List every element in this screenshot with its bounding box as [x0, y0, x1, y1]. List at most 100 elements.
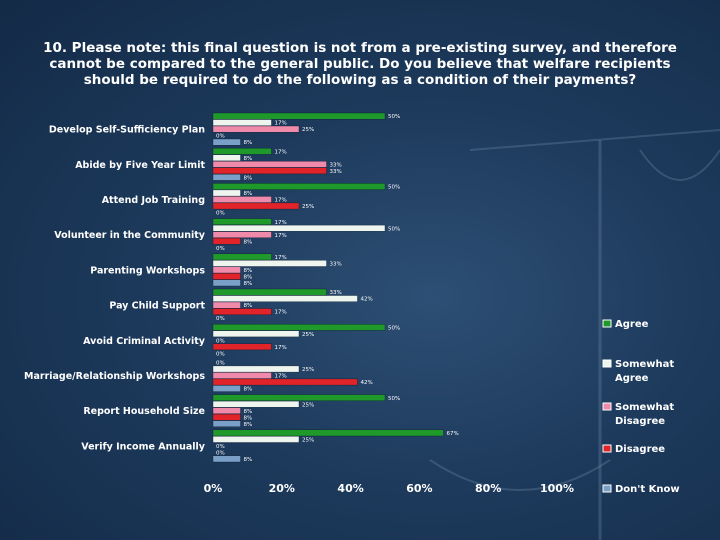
x-tick-label: 100% — [540, 482, 574, 495]
category-label: Marriage/Relationship Workshops — [24, 371, 205, 382]
value-label: 25% — [302, 402, 314, 408]
value-label: 17% — [274, 310, 286, 316]
value-label: 0% — [216, 134, 225, 140]
bar — [212, 420, 241, 428]
bar — [212, 372, 272, 379]
bar — [212, 125, 300, 133]
bar — [212, 308, 272, 315]
x-tick-label: 20% — [269, 482, 295, 495]
bar — [212, 413, 241, 421]
x-axis-ticks: 0% 20% 40% 60% 80% 100% — [204, 482, 574, 495]
value-label: 8% — [244, 303, 253, 309]
category-label: Verify Income Annually — [81, 441, 206, 452]
value-label: 0% — [216, 451, 225, 457]
bar — [212, 154, 241, 162]
bar — [212, 429, 444, 437]
bar — [212, 330, 300, 338]
bar — [212, 343, 272, 351]
title-line: 10. Please note: this final question is … — [43, 40, 677, 56]
value-label: 0% — [216, 316, 225, 322]
value-label: 42% — [360, 380, 372, 386]
value-label: 0% — [216, 351, 225, 357]
legend-label: Agree — [615, 373, 649, 384]
bar — [212, 119, 272, 126]
value-label: 8% — [244, 387, 253, 393]
bar — [212, 407, 241, 415]
value-labels-layer: 50% 17% 25% 0% 8% 17% 8% 33% 33% 8% 50% 8% 17% 25% 0% 1… — [216, 114, 459, 463]
value-label: 17% — [274, 220, 286, 226]
category-labels-layer: Develop Self-Sufficiency Plan Abide by Fi… — [24, 125, 206, 453]
value-label: 8% — [244, 415, 253, 421]
x-tick-label: 40% — [337, 482, 363, 495]
legend-label: Somewhat — [615, 402, 674, 413]
bar — [212, 400, 300, 408]
bar — [212, 378, 358, 386]
bar — [212, 183, 386, 190]
category-label: Attend Job Training — [102, 195, 205, 206]
value-label: 50% — [388, 226, 400, 232]
category-label: Report Household Size — [83, 406, 205, 417]
x-tick-label: 60% — [406, 482, 432, 495]
scale-decoration — [429, 129, 720, 540]
bar — [212, 436, 300, 443]
bar — [212, 301, 241, 309]
value-label: 8% — [244, 281, 253, 287]
bar — [212, 167, 327, 175]
bar — [212, 112, 386, 120]
category-label: Abide by Five Year Limit — [75, 160, 205, 171]
value-label: 42% — [360, 297, 372, 303]
bar — [212, 189, 241, 197]
bar — [212, 237, 241, 245]
value-label: 25% — [302, 332, 314, 338]
bar — [212, 394, 386, 402]
bar — [212, 147, 272, 155]
value-label: 33% — [330, 162, 342, 168]
value-label: 8% — [244, 422, 253, 428]
category-label: Volunteer in the Community — [54, 230, 206, 241]
value-label: 17% — [274, 233, 286, 239]
value-label: 8% — [244, 409, 253, 415]
bar — [212, 173, 241, 181]
legend-swatch — [602, 402, 612, 411]
value-label: 33% — [330, 262, 342, 268]
bar — [212, 202, 300, 210]
legend-label: Disagree — [615, 444, 665, 455]
legend-swatch — [602, 444, 612, 453]
value-label: 17% — [274, 198, 286, 204]
value-label: 33% — [330, 290, 342, 296]
bar — [212, 160, 327, 168]
bar — [212, 295, 358, 302]
bar — [212, 260, 327, 267]
legend: Agree Somewhat Agree Somewhat Disagree Disagr… — [602, 319, 680, 495]
value-label: 8% — [244, 175, 253, 181]
bar — [212, 231, 272, 239]
bar — [212, 253, 272, 261]
value-label: 0% — [216, 338, 225, 344]
category-label: Parenting Workshops — [90, 265, 205, 276]
value-label: 25% — [302, 438, 314, 444]
bar — [212, 266, 241, 274]
x-tick-label: 0% — [204, 482, 223, 495]
legend-label: Disagree — [615, 416, 665, 427]
value-label: 0% — [216, 211, 225, 217]
category-label: Avoid Criminal Activity — [83, 336, 206, 347]
category-label: Pay Child Support — [109, 301, 205, 312]
category-label: Develop Self-Sufficiency Plan — [49, 125, 205, 136]
legend-swatch — [602, 484, 612, 493]
value-label: 8% — [244, 191, 253, 197]
legend-label: Agree — [615, 319, 649, 330]
x-tick-label: 80% — [475, 482, 501, 495]
value-label: 50% — [388, 396, 400, 402]
value-label: 8% — [244, 457, 253, 463]
bar — [212, 365, 300, 373]
value-label: 0% — [216, 444, 225, 450]
value-label: 8% — [244, 239, 253, 245]
value-label: 25% — [302, 367, 314, 373]
bar — [212, 385, 241, 392]
value-label: 17% — [274, 374, 286, 380]
title-line: should be required to do the following a… — [83, 72, 637, 88]
bar — [212, 455, 241, 463]
value-label: 50% — [388, 185, 400, 191]
value-label: 50% — [388, 325, 400, 331]
